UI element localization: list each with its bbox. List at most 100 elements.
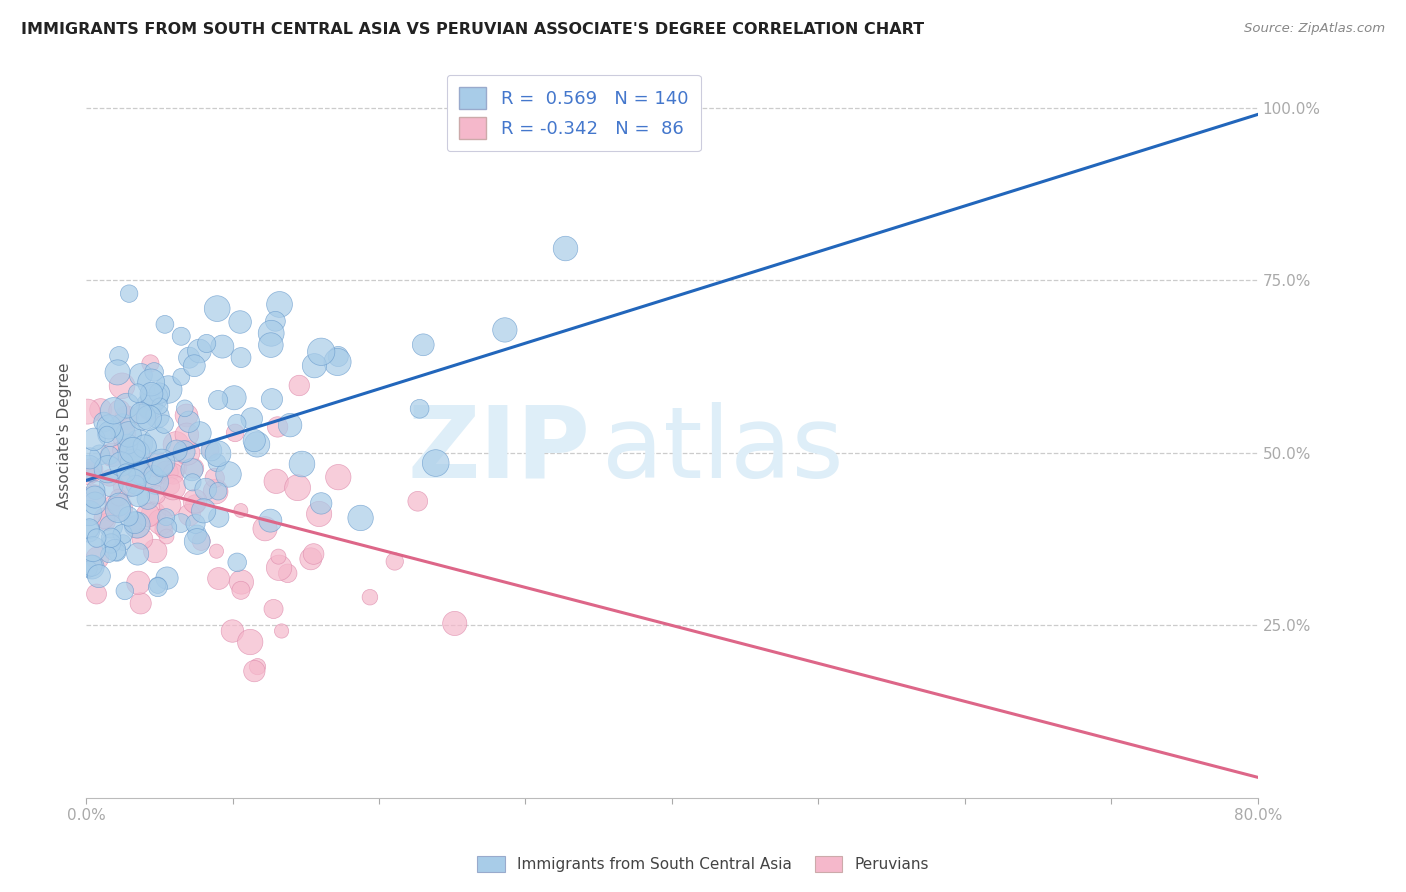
Point [117,427,139,442]
Point [115,466,138,480]
Point [266,420,288,434]
Point [80,558,103,573]
Point [100,506,122,520]
Point [253,522,276,536]
Point [108,501,131,516]
Point [100,426,122,441]
Point [221,624,243,638]
Point [179,508,201,522]
Point [162,467,184,481]
Point [79,522,101,536]
Point [200,443,222,458]
Point [412,338,434,352]
Point [225,417,247,431]
Point [127,386,149,401]
Point [115,399,138,413]
Point [142,507,165,521]
Point [98,449,121,463]
Point [176,446,198,460]
Point [156,466,179,480]
Point [149,399,172,413]
Point [127,575,149,590]
Point [246,437,269,451]
Point [117,437,139,451]
Point [89,448,111,462]
Point [127,518,149,533]
Point [127,519,149,533]
Point [86,551,108,566]
Point [328,470,350,484]
Point [86,587,108,601]
Point [107,365,129,379]
Point [259,514,281,528]
Point [84,483,107,498]
Point [77,506,100,520]
Point [166,460,188,475]
Point [229,503,252,517]
Point [96,515,118,529]
Point [184,498,207,512]
Point [184,516,207,531]
Point [224,425,246,440]
Point [177,351,200,365]
Point [121,475,143,490]
Point [111,379,134,393]
Point [149,515,172,529]
Point [114,479,136,493]
Point [188,426,211,441]
Point [129,406,152,420]
Point [157,383,180,397]
Point [86,531,108,545]
Y-axis label: Associate's Degree: Associate's Degree [58,362,72,508]
Point [150,455,173,469]
Point [101,496,124,510]
Point [156,571,179,585]
Point [299,551,322,566]
Point [156,520,179,534]
Point [186,534,208,549]
Point [176,409,198,423]
Point [188,344,211,359]
Point [136,508,159,522]
Point [176,427,198,442]
Point [170,516,193,530]
Text: atlas: atlas [602,401,844,499]
Point [494,323,516,337]
Point [112,427,135,442]
Point [155,530,177,544]
Point [112,535,135,549]
Point [146,578,169,592]
Point [97,548,120,562]
Point [326,355,349,369]
Point [240,411,263,425]
Point [104,543,127,558]
Point [173,444,195,458]
Point [208,510,231,524]
Point [406,494,429,508]
Point [111,443,134,458]
Point [134,440,156,454]
Point [155,510,177,524]
Point [425,456,447,470]
Point [76,467,98,481]
Point [195,336,218,351]
Point [183,461,205,475]
Point [211,340,233,354]
Point [264,314,287,328]
Point [288,378,311,392]
Point [443,616,465,631]
Point [98,420,121,434]
Point [264,475,287,489]
Point [146,434,169,448]
Point [554,242,576,256]
Point [226,555,249,569]
Point [408,401,430,416]
Point [243,664,266,678]
Point [82,542,104,557]
Point [107,503,129,517]
Point [83,490,105,504]
Point [181,475,204,490]
Point [170,370,193,384]
Point [131,410,153,425]
Point [184,494,207,508]
